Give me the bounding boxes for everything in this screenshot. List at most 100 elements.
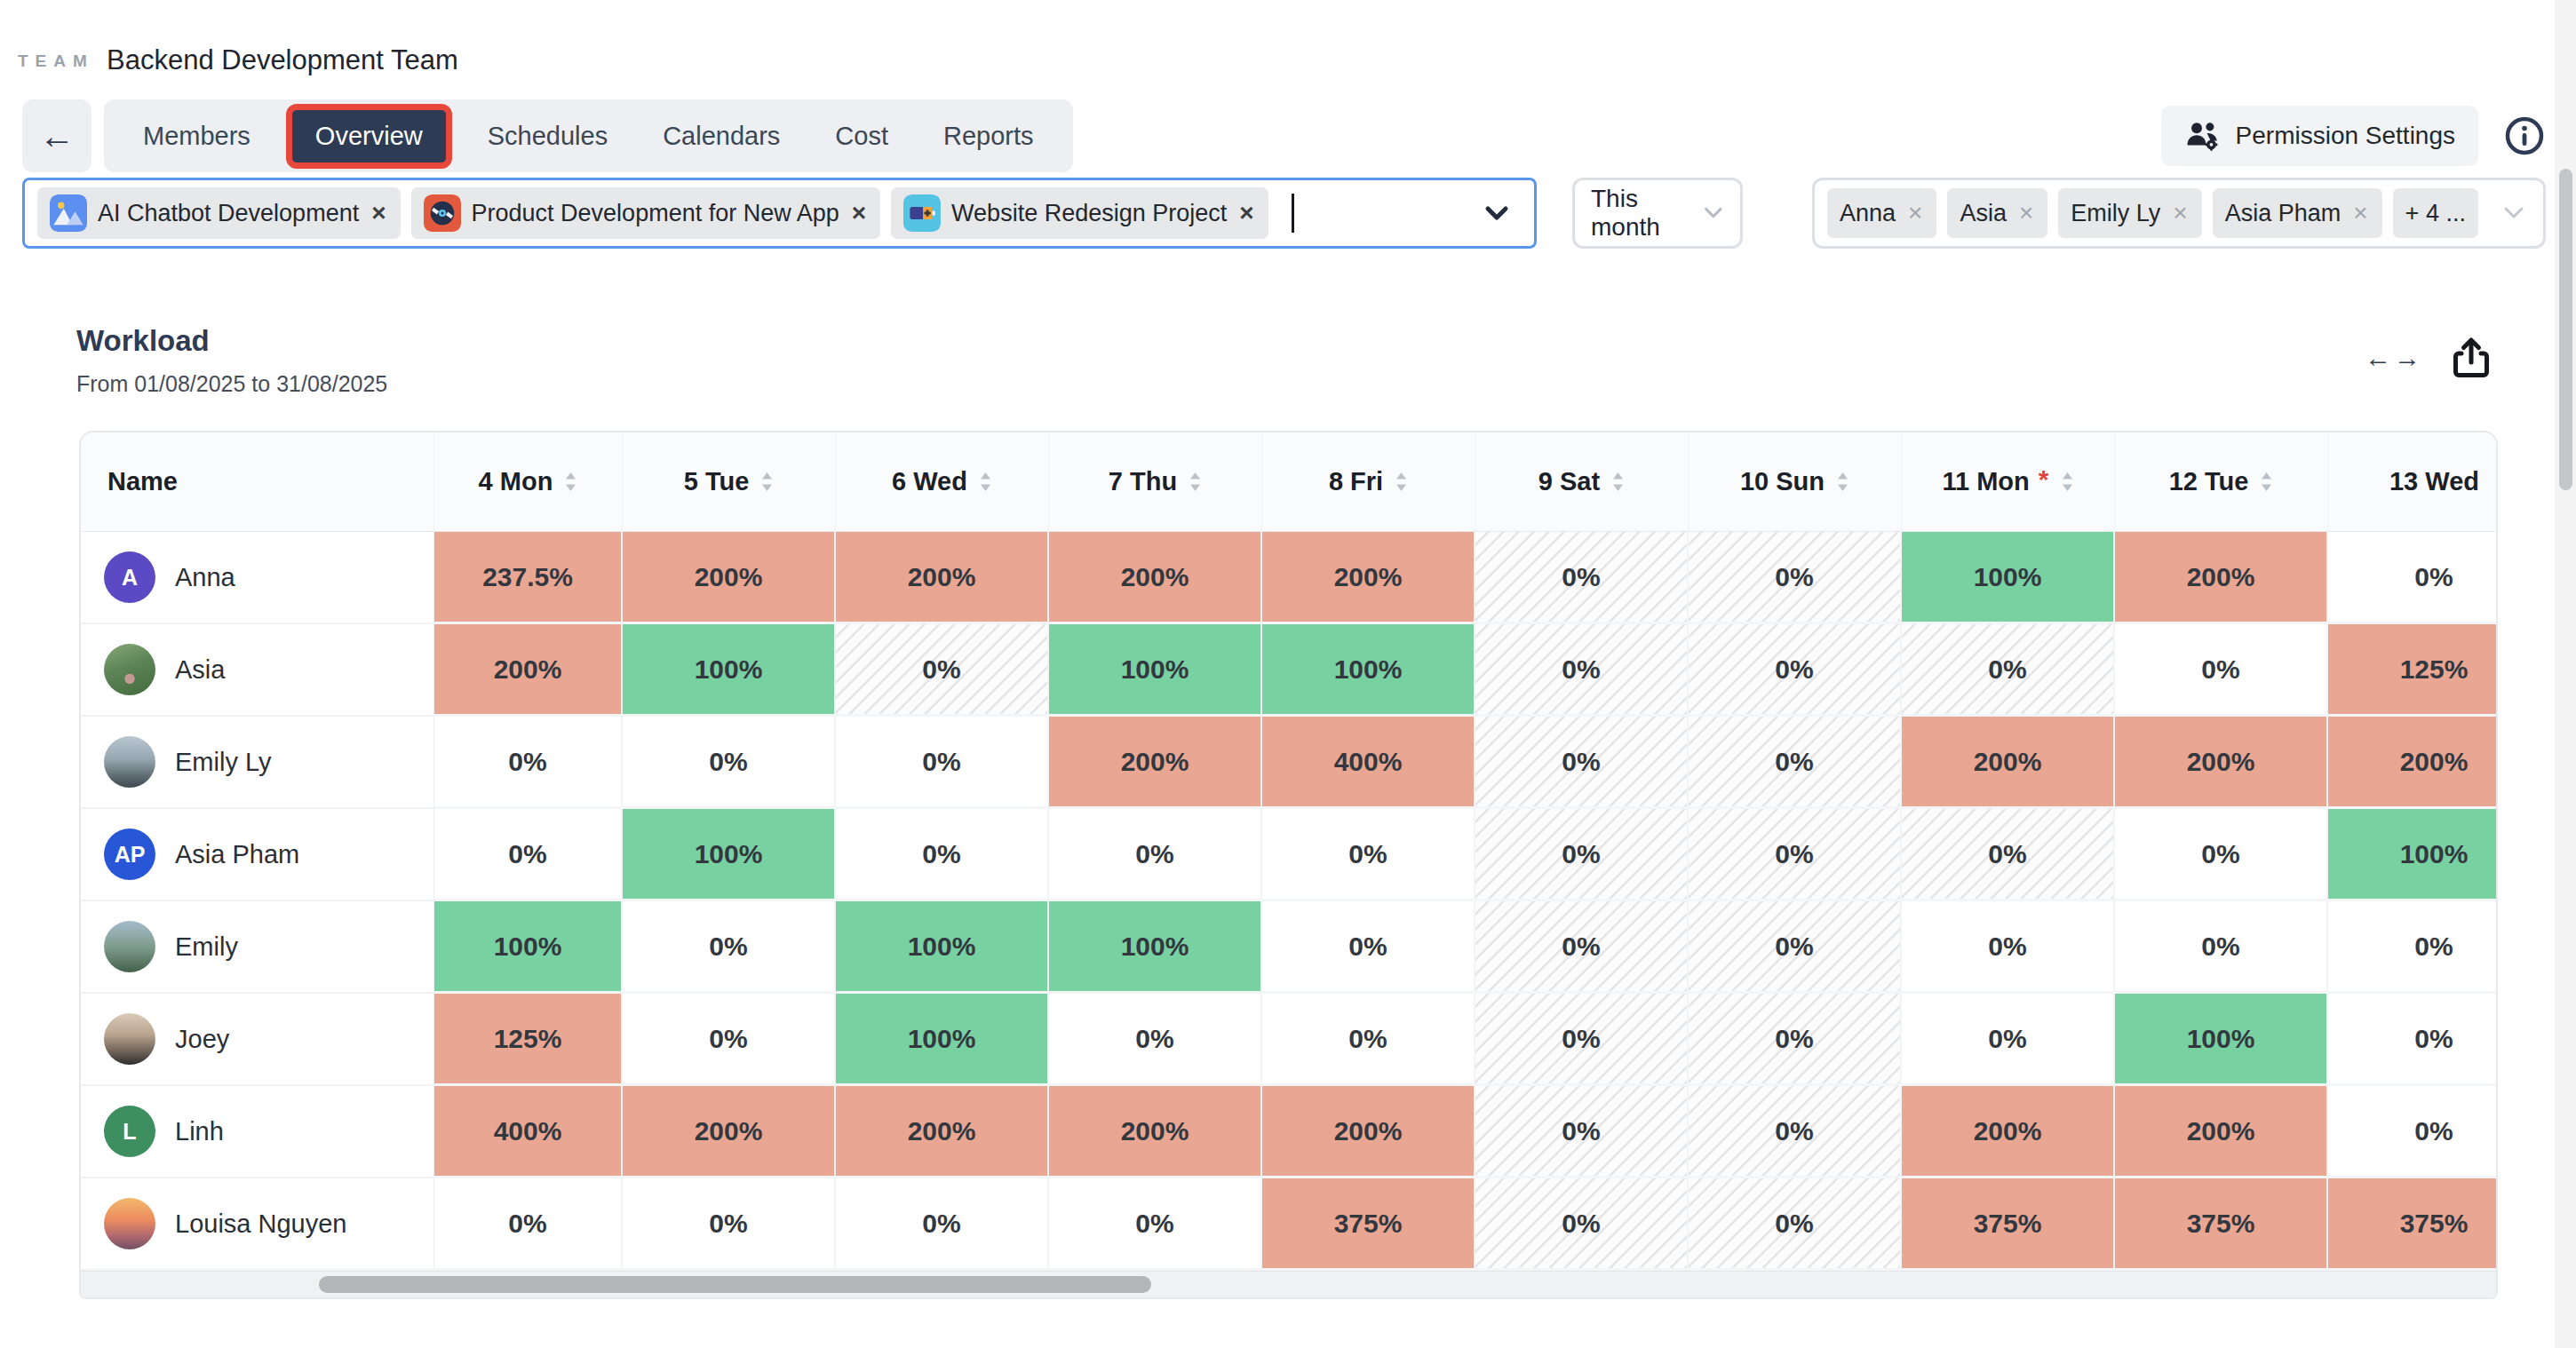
workload-cell: 0% (434, 717, 623, 809)
tabs-group: Members Overview Schedules Calendars Cos… (104, 99, 1073, 172)
chevron-down-icon (1703, 205, 1724, 221)
workload-cell: 200% (836, 532, 1049, 624)
vertical-scrollbar-thumb[interactable] (2559, 169, 2572, 490)
tab-members[interactable]: Members (118, 122, 275, 151)
project-chip-label: Product Development for New App (472, 200, 839, 227)
column-header-label: 12 Tue (2169, 467, 2249, 496)
table-row: LLinh400%200%200%200%200%0%0%200%200%0% (81, 1086, 2498, 1178)
workload-cell: 0% (1689, 901, 1902, 994)
member-multiselect[interactable]: Anna × Asia × Emily Ly × Asia Pham × + 4… (1812, 178, 2546, 249)
member-name-cell: LLinh (81, 1086, 434, 1178)
workload-cell: 0% (1049, 994, 1262, 1086)
back-button[interactable]: ← (22, 99, 91, 172)
column-header-label: 6 Wed (892, 467, 967, 496)
workload-cell: 125% (2328, 624, 2498, 717)
chevron-down-icon[interactable] (1483, 203, 1511, 223)
column-header-day[interactable]: 8 Fri (1262, 432, 1475, 532)
workload-cell: 200% (434, 624, 623, 717)
project-icon-vinyl-disc (424, 194, 461, 232)
tab-cost[interactable]: Cost (810, 122, 913, 151)
workload-cell: 0% (2115, 624, 2328, 717)
workload-cell: 100% (623, 624, 836, 717)
more-members-chip[interactable]: + 4 ... (2393, 188, 2478, 238)
remove-member-button[interactable]: × (2351, 201, 2369, 226)
workload-cell: 100% (1902, 532, 2115, 624)
horizontal-scrollbar-thumb[interactable] (319, 1276, 1151, 1293)
workload-cell: 0% (434, 1178, 623, 1271)
workload-cell: 0% (1689, 1086, 1902, 1178)
column-header-day[interactable]: 5 Tue (623, 432, 836, 532)
workload-cell: 0% (1049, 809, 1262, 901)
sort-icon (1189, 471, 1202, 493)
workload-cell: 375% (2115, 1178, 2328, 1271)
column-header-label: 7 Thu (1109, 467, 1177, 496)
workload-cell: 100% (2115, 994, 2328, 1086)
expand-width-button[interactable]: ← → (2365, 343, 2421, 373)
table-row: Emily100%0%100%100%0%0%0%0%0%0% (81, 901, 2498, 994)
column-header-day[interactable]: 4 Mon (434, 432, 623, 532)
workload-cell: 375% (1902, 1178, 2115, 1271)
page-title: Backend Development Team (107, 44, 458, 76)
column-header-day[interactable]: 9 Sat (1475, 432, 1689, 532)
column-header-day[interactable]: 7 Thu (1049, 432, 1262, 532)
table-row: AAnna237.5%200%200%200%200%0%0%100%200%0… (81, 532, 2498, 624)
workload-cell: 0% (1475, 717, 1689, 809)
member-name-cell: Emily (81, 901, 434, 994)
workload-cell: 200% (1262, 532, 1475, 624)
column-header-name: Name (81, 432, 434, 532)
column-header-day[interactable]: 11 Mon* (1902, 432, 2115, 532)
avatar (104, 736, 155, 788)
tab-bar: ← Members Overview Schedules Calendars C… (22, 99, 2546, 172)
remove-member-button[interactable]: × (1906, 201, 1924, 226)
column-header-day[interactable]: 6 Wed (836, 432, 1049, 532)
avatar (104, 921, 155, 972)
column-header-day[interactable]: 12 Tue (2115, 432, 2328, 532)
remove-project-button[interactable]: × (1237, 201, 1255, 226)
workload-cell: 0% (623, 717, 836, 809)
member-chip-label: Anna (1840, 200, 1896, 227)
workload-cell: 200% (836, 1086, 1049, 1178)
sort-icon (1395, 471, 1408, 493)
sort-icon (979, 471, 992, 493)
sort-icon (1611, 471, 1625, 493)
workload-cell: 200% (2115, 717, 2328, 809)
column-header-day[interactable]: 13 Wed (2328, 432, 2498, 532)
tab-schedules[interactable]: Schedules (463, 122, 632, 151)
member-name-cell: Louisa Nguyen (81, 1178, 434, 1271)
member-name-cell: Emily Ly (81, 717, 434, 809)
workload-cell: 0% (1475, 901, 1689, 994)
avatar (104, 644, 155, 695)
period-dropdown[interactable]: This month (1572, 178, 1743, 249)
workload-cell: 0% (623, 1178, 836, 1271)
tab-calendars[interactable]: Calendars (638, 122, 805, 151)
column-header-day[interactable]: 10 Sun (1689, 432, 1902, 532)
workload-table: Name4 Mon5 Tue 6 Wed 7 Thu 8 Fri9 Sat10 Sun… (81, 432, 2498, 1271)
table-row: Louisa Nguyen0%0%0%0%375%0%0%375%375%375… (81, 1178, 2498, 1271)
workload-cell: 100% (434, 901, 623, 994)
tab-overview[interactable]: Overview (286, 104, 452, 169)
column-header-label: 11 Mon (1943, 467, 2030, 496)
workload-cell: 0% (1689, 994, 1902, 1086)
workload-cell: 0% (1689, 1178, 1902, 1271)
remove-member-button[interactable]: × (2171, 201, 2189, 226)
info-button[interactable] (2503, 115, 2546, 157)
remove-project-button[interactable]: × (850, 201, 868, 226)
workload-cell: 400% (1262, 717, 1475, 809)
period-label: This month (1591, 185, 1703, 242)
remove-project-button[interactable]: × (370, 201, 387, 226)
tab-reports[interactable]: Reports (918, 122, 1059, 151)
workload-cell: 100% (836, 994, 1049, 1086)
member-chip: Anna × (1827, 188, 1936, 238)
workload-cell: 375% (1262, 1178, 1475, 1271)
sort-icon (564, 471, 577, 493)
remove-member-button[interactable]: × (2017, 201, 2035, 226)
workload-cell: 0% (836, 809, 1049, 901)
share-button[interactable] (2451, 336, 2492, 380)
workload-cell: 0% (1475, 532, 1689, 624)
permission-settings-button[interactable]: Permission Settings (2161, 106, 2478, 166)
workload-cell: 200% (2328, 717, 2498, 809)
project-icon-image-mountains (50, 194, 87, 232)
member-name: Asia Pham (175, 840, 299, 869)
project-multiselect[interactable]: AI Chatbot Development × Product Develop… (22, 178, 1537, 249)
sort-icon (2260, 471, 2273, 493)
